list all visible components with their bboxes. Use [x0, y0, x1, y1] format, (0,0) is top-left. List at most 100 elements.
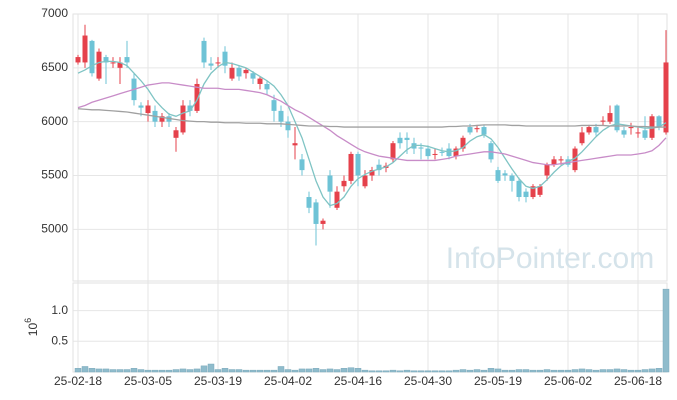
volume-bar	[515, 369, 523, 373]
grid	[73, 13, 667, 372]
volume-bar	[88, 368, 96, 373]
volume-bar	[550, 369, 558, 373]
volume-bar	[347, 367, 355, 373]
volume-bar	[473, 369, 481, 373]
candle-body	[628, 127, 634, 129]
candle-body	[299, 159, 305, 171]
candle-body	[355, 153, 361, 176]
volume-bar	[494, 368, 502, 373]
candle-body	[425, 148, 431, 157]
volume-bar	[200, 365, 208, 373]
candle-body	[327, 175, 333, 192]
volume-bar	[74, 368, 82, 373]
volume-bar	[228, 369, 236, 373]
candle-body	[635, 132, 641, 134]
candle-body	[607, 113, 613, 122]
volume-bar	[130, 368, 138, 373]
volume-bar	[501, 369, 509, 373]
volume-bar	[613, 368, 621, 373]
candle-body	[572, 148, 578, 171]
x-tick-label: 25-03-05	[124, 374, 172, 388]
volume-bar	[459, 369, 467, 373]
candle-body	[82, 35, 88, 63]
volume-bar	[361, 369, 369, 373]
candle-body	[558, 159, 564, 161]
candle-body	[208, 63, 214, 66]
volume-bar	[333, 369, 341, 373]
candle-body	[159, 116, 165, 122]
candle-body	[614, 105, 620, 131]
volume-bar	[480, 369, 488, 373]
candle-body	[516, 180, 522, 198]
candle-body	[145, 105, 151, 114]
volume-bar	[424, 370, 432, 373]
candle-body	[236, 67, 242, 77]
candle-body	[348, 153, 354, 181]
x-tick-label: 25-05-19	[474, 374, 522, 388]
volume-bar	[340, 368, 348, 373]
volume-bar	[522, 369, 530, 373]
candle-body	[404, 137, 410, 140]
volume-bar	[354, 368, 362, 373]
candle-body	[481, 127, 487, 135]
candle-body	[103, 57, 109, 63]
volume-bar	[221, 368, 229, 373]
candle-body	[117, 62, 123, 68]
candle-body	[537, 186, 543, 195]
volume-bar	[543, 369, 551, 373]
label-exponent: 6	[23, 318, 33, 323]
volume-bar	[109, 369, 117, 373]
candle-body	[250, 73, 256, 79]
volume-axis-label: 106	[23, 318, 40, 336]
volume-bar	[319, 369, 327, 373]
candle-body	[642, 130, 648, 138]
candle-body	[292, 143, 298, 146]
volume-bar	[592, 369, 600, 373]
volume-bar	[648, 368, 656, 373]
candle-body	[75, 57, 81, 63]
volume-panel	[72, 282, 668, 373]
candle-body	[229, 67, 235, 79]
candle-body	[579, 132, 585, 144]
volume-bar	[536, 369, 544, 373]
candle-body	[278, 110, 284, 122]
moving-average-line	[77, 60, 667, 207]
volume-bar	[305, 368, 313, 373]
volume-bar	[466, 369, 474, 373]
volume-bar	[452, 369, 460, 373]
volume-bar	[438, 370, 446, 373]
candle-body	[180, 105, 186, 133]
volume-bar	[291, 369, 299, 373]
volume-bar	[102, 368, 110, 373]
candle-body	[656, 116, 662, 128]
volume-bar	[571, 369, 579, 373]
candle-body	[369, 170, 375, 176]
candle-body	[397, 137, 403, 144]
volume-bar	[396, 370, 404, 373]
candle-body	[313, 202, 319, 224]
volume-bar	[312, 368, 320, 373]
candle-body	[96, 51, 102, 79]
candle-body	[502, 173, 508, 176]
volume-bar	[403, 369, 411, 373]
volume-bar	[123, 369, 131, 373]
watermark: InfoPointer.com	[446, 242, 654, 275]
volume-bar	[627, 369, 635, 373]
y-tick-label: 5500	[41, 168, 68, 182]
candle-body	[187, 105, 193, 111]
volume-tick-label: 1.0	[51, 303, 68, 317]
volume-bar	[606, 369, 614, 373]
volume-bar	[144, 369, 152, 373]
candle-body	[439, 151, 445, 153]
candle-body	[474, 128, 480, 130]
volume-bar	[249, 369, 257, 373]
volume-bar	[263, 369, 271, 373]
volume-bar	[431, 370, 439, 373]
volume-bar	[242, 369, 250, 373]
x-tick-label: 25-04-02	[264, 374, 312, 388]
y-tick-label: 6000	[41, 114, 68, 128]
candle-body	[376, 164, 382, 171]
volume-bar	[578, 368, 586, 373]
candle-body	[586, 127, 592, 133]
